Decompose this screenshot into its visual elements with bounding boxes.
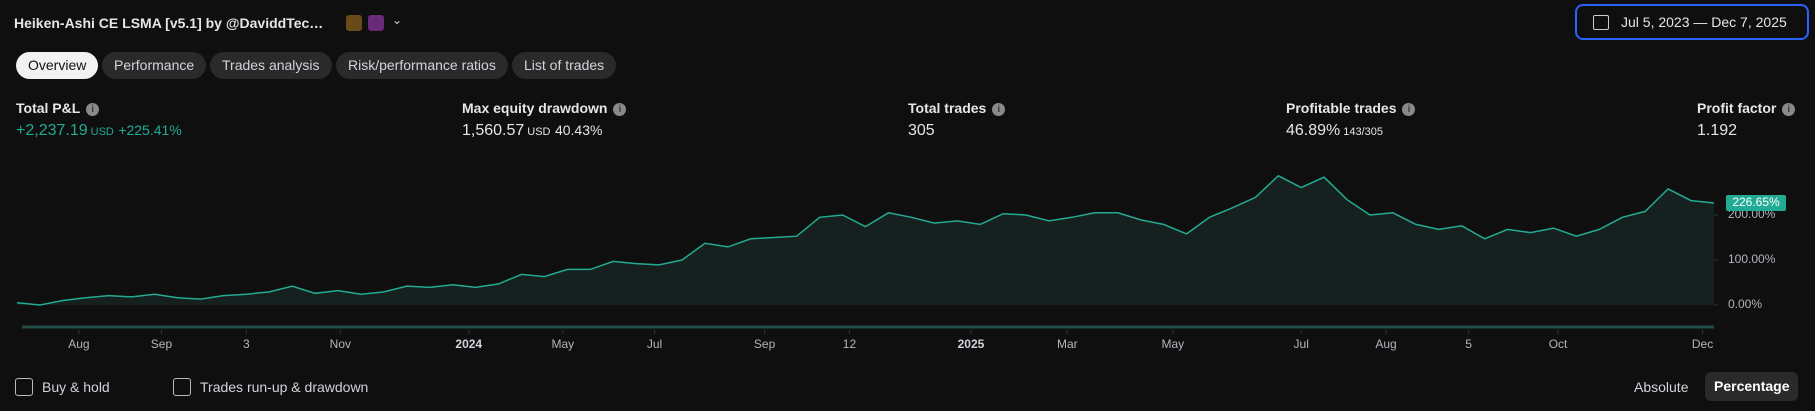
info-icon[interactable]: i: [1402, 103, 1416, 116]
metric-value: 1,560.57 USD 40.43%: [462, 122, 602, 140]
checkbox[interactable]: [15, 378, 33, 396]
ratio: 143/305: [1343, 126, 1384, 138]
metric-value: 46.89% 143/305: [1286, 122, 1383, 140]
unit: USD: [527, 126, 551, 138]
x-tick-label: Aug: [68, 337, 89, 351]
metric: Total trades i: [908, 100, 1006, 118]
x-tick-label: Oct: [1549, 337, 1568, 351]
date-range-button[interactable]: Jul 5, 2023 — Dec 7, 2025: [1575, 4, 1809, 40]
equity-area: [17, 175, 1714, 305]
toggle-option[interactable]: Percentage: [1705, 372, 1799, 401]
x-tick-label: 5: [1465, 337, 1472, 351]
strategy-title: Heiken-Ashi CE LSMA [v5.1] by @DaviddTec…: [14, 15, 324, 31]
percent: 40.43%: [554, 122, 603, 138]
value: 46.89%: [1286, 122, 1341, 139]
info-icon[interactable]: i: [86, 103, 100, 116]
tab[interactable]: Risk/performance ratios: [336, 52, 508, 79]
icon: [346, 15, 362, 31]
checkbox-label: Buy & hold: [42, 379, 110, 395]
tab[interactable]: Trades analysis: [210, 52, 332, 79]
metric-label: Total trades: [908, 100, 987, 116]
metric-value: 1.192: [1697, 122, 1738, 139]
date-range: Jul 5, 2023 — Dec 7, 2025: [1621, 14, 1787, 30]
tab[interactable]: Performance: [102, 52, 207, 79]
x-tick-label: Dec: [1692, 337, 1713, 351]
metric: Profit factor i: [1697, 100, 1796, 118]
metric: Profitable trades i: [1286, 100, 1416, 118]
x-tick-label: Mar: [1057, 337, 1078, 351]
metric-label: Max equity drawdown: [462, 100, 608, 116]
tab[interactable]: List of trades: [512, 52, 617, 79]
info-icon[interactable]: i: [613, 103, 627, 116]
calendar-icon: [1593, 15, 1609, 30]
info-icon[interactable]: i: [1782, 103, 1796, 116]
metric-label: Total P&L: [16, 100, 81, 116]
y-tick-label: 0.00%: [1728, 297, 1762, 311]
dropdown-caret[interactable]: ⌄: [392, 13, 403, 27]
x-tick-label: May: [551, 337, 574, 351]
metric-label: Profit factor: [1697, 100, 1777, 116]
icon: [368, 15, 384, 31]
checkbox-label: Trades run-up & drawdown: [200, 379, 369, 395]
toggle-option[interactable]: Absolute: [1634, 379, 1689, 395]
metric-value: 305: [908, 122, 935, 139]
equity-line: [16, 174, 1715, 306]
unit: USD: [90, 126, 114, 138]
info-icon[interactable]: i: [992, 103, 1006, 116]
metric: Total P&L i: [16, 100, 100, 118]
tab[interactable]: Overview: [16, 52, 99, 79]
metric: Max equity drawdown i: [462, 100, 627, 118]
x-tick-label: Jul: [647, 337, 662, 351]
x-tick-label: Aug: [1375, 337, 1396, 351]
x-tick-label: Jul: [1294, 337, 1309, 351]
checkbox[interactable]: [173, 378, 191, 396]
current-value-badge: [1726, 195, 1786, 212]
x-tick-label: 2025: [958, 337, 985, 351]
x-tick-label: May: [1161, 337, 1184, 351]
x-tick-label: 12: [843, 337, 857, 351]
value: 1,560.57: [462, 122, 525, 139]
y-tick-label: 100.00%: [1728, 252, 1776, 266]
percent: +225.41%: [118, 122, 182, 138]
x-tick-label: 3: [243, 337, 250, 351]
metric-value: +2,237.19 USD +225.41%: [16, 122, 182, 140]
current-value-label: 226.65%: [1732, 195, 1780, 209]
x-tick-label: 2024: [455, 337, 482, 351]
x-tick-label: Nov: [330, 337, 351, 351]
x-tick-label: Sep: [754, 337, 776, 351]
x-tick-label: Sep: [151, 337, 173, 351]
metric-label: Profitable trades: [1286, 100, 1397, 116]
value: +2,237.19: [16, 122, 88, 139]
